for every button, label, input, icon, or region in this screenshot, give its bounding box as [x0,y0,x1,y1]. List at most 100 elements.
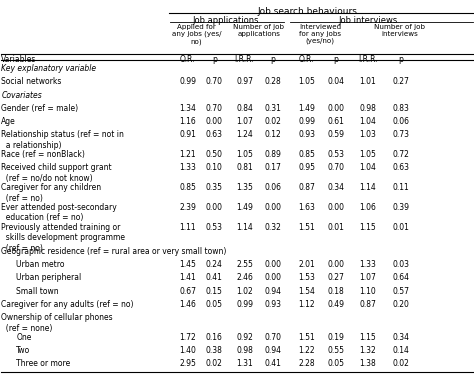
Text: 0.64: 0.64 [392,274,410,283]
Text: 0.00: 0.00 [328,104,345,113]
Text: 0.50: 0.50 [206,150,223,159]
Text: 1.49: 1.49 [236,203,253,212]
Text: 0.91: 0.91 [179,130,196,139]
Text: 0.99: 0.99 [298,117,315,126]
Text: p: p [270,55,275,64]
Text: 0.02: 0.02 [264,117,281,126]
Text: 1.41: 1.41 [179,274,196,283]
Text: 1.53: 1.53 [298,274,315,283]
Text: 0.34: 0.34 [328,183,345,192]
Text: Job interviews: Job interviews [338,16,398,25]
Text: Caregiver for any adults (ref = no): Caregiver for any adults (ref = no) [1,300,134,309]
Text: 0.98: 0.98 [236,346,253,355]
Text: I.R.R.: I.R.R. [235,55,255,64]
Text: 0.41: 0.41 [264,359,281,368]
Text: 1.10: 1.10 [360,287,376,296]
Text: 1.31: 1.31 [236,359,253,368]
Text: 1.14: 1.14 [236,223,253,232]
Text: 1.33: 1.33 [179,163,196,172]
Text: 0.99: 0.99 [179,77,196,86]
Text: Social networks: Social networks [1,77,62,86]
Text: 2.01: 2.01 [298,260,315,269]
Text: Number of job
applications: Number of job applications [233,24,284,36]
Text: 0.81: 0.81 [236,163,253,172]
Text: 1.33: 1.33 [360,260,376,269]
Text: 1.03: 1.03 [360,130,376,139]
Text: 1.02: 1.02 [236,287,253,296]
Text: p: p [334,55,338,64]
Text: 0.87: 0.87 [298,183,315,192]
Text: 0.00: 0.00 [206,117,223,126]
Text: 0.27: 0.27 [328,274,345,283]
Text: Variables: Variables [1,55,37,64]
Text: 0.94: 0.94 [264,287,281,296]
Text: 0.17: 0.17 [264,163,281,172]
Text: Job search behaviours: Job search behaviours [258,7,357,16]
Text: 0.19: 0.19 [328,333,345,342]
Text: p: p [399,55,403,64]
Text: 1.12: 1.12 [299,300,315,309]
Text: 1.49: 1.49 [298,104,315,113]
Text: 0.98: 0.98 [360,104,376,113]
Text: 0.14: 0.14 [392,346,410,355]
Text: Age: Age [1,117,16,126]
Text: Caregiver for any children
  (ref = no): Caregiver for any children (ref = no) [1,183,101,203]
Text: 1.45: 1.45 [179,260,196,269]
Text: 0.02: 0.02 [392,359,410,368]
Text: 0.34: 0.34 [392,333,410,342]
Text: 0.93: 0.93 [298,130,315,139]
Text: 0.57: 0.57 [392,287,410,296]
Text: Key explanatory variable: Key explanatory variable [1,64,97,73]
Text: 0.31: 0.31 [264,104,281,113]
Text: Ever attended post-secondary
  education (ref = no): Ever attended post-secondary education (… [1,203,117,222]
Text: 0.92: 0.92 [236,333,253,342]
Text: 0.97: 0.97 [236,77,253,86]
Text: 0.49: 0.49 [328,300,345,309]
Text: 0.18: 0.18 [328,287,344,296]
Text: 0.53: 0.53 [206,223,223,232]
Text: 2.39: 2.39 [179,203,196,212]
Text: Urban metro: Urban metro [17,260,65,269]
Text: 0.85: 0.85 [298,150,315,159]
Text: 0.12: 0.12 [264,130,281,139]
Text: 0.72: 0.72 [392,150,410,159]
Text: 0.35: 0.35 [206,183,223,192]
Text: 0.20: 0.20 [392,300,410,309]
Text: 1.24: 1.24 [236,130,253,139]
Text: 0.67: 0.67 [179,287,196,296]
Text: 1.38: 1.38 [360,359,376,368]
Text: p: p [212,55,217,64]
Text: 0.93: 0.93 [264,300,281,309]
Text: 1.72: 1.72 [179,333,196,342]
Text: 0.73: 0.73 [392,130,410,139]
Text: 0.00: 0.00 [328,260,345,269]
Text: 0.70: 0.70 [328,163,345,172]
Text: Gender (ref = male): Gender (ref = male) [1,104,79,113]
Text: 0.04: 0.04 [328,77,345,86]
Text: I.R.R.: I.R.R. [358,55,378,64]
Text: 0.15: 0.15 [206,287,223,296]
Text: 0.63: 0.63 [392,163,410,172]
Text: Applied for
any jobs (yes/
no): Applied for any jobs (yes/ no) [172,24,221,45]
Text: Urban peripheral: Urban peripheral [17,274,82,283]
Text: 1.15: 1.15 [360,333,376,342]
Text: 0.38: 0.38 [206,346,223,355]
Text: 0.53: 0.53 [328,150,345,159]
Text: 0.05: 0.05 [206,300,223,309]
Text: 0.06: 0.06 [392,117,410,126]
Text: 0.00: 0.00 [206,203,223,212]
Text: 1.35: 1.35 [236,183,253,192]
Text: 2.46: 2.46 [236,274,253,283]
Text: 1.06: 1.06 [360,203,376,212]
Text: 2.28: 2.28 [299,359,315,368]
Text: 0.24: 0.24 [206,260,223,269]
Text: 0.01: 0.01 [328,223,345,232]
Text: Three or more: Three or more [17,359,71,368]
Text: Small town: Small town [17,287,59,296]
Text: 0.28: 0.28 [264,77,281,86]
Text: 0.16: 0.16 [206,333,223,342]
Text: Ownership of cellular phones
  (ref = none): Ownership of cellular phones (ref = none… [1,313,113,332]
Text: 0.61: 0.61 [328,117,345,126]
Text: 1.54: 1.54 [298,287,315,296]
Text: 1.14: 1.14 [360,183,376,192]
